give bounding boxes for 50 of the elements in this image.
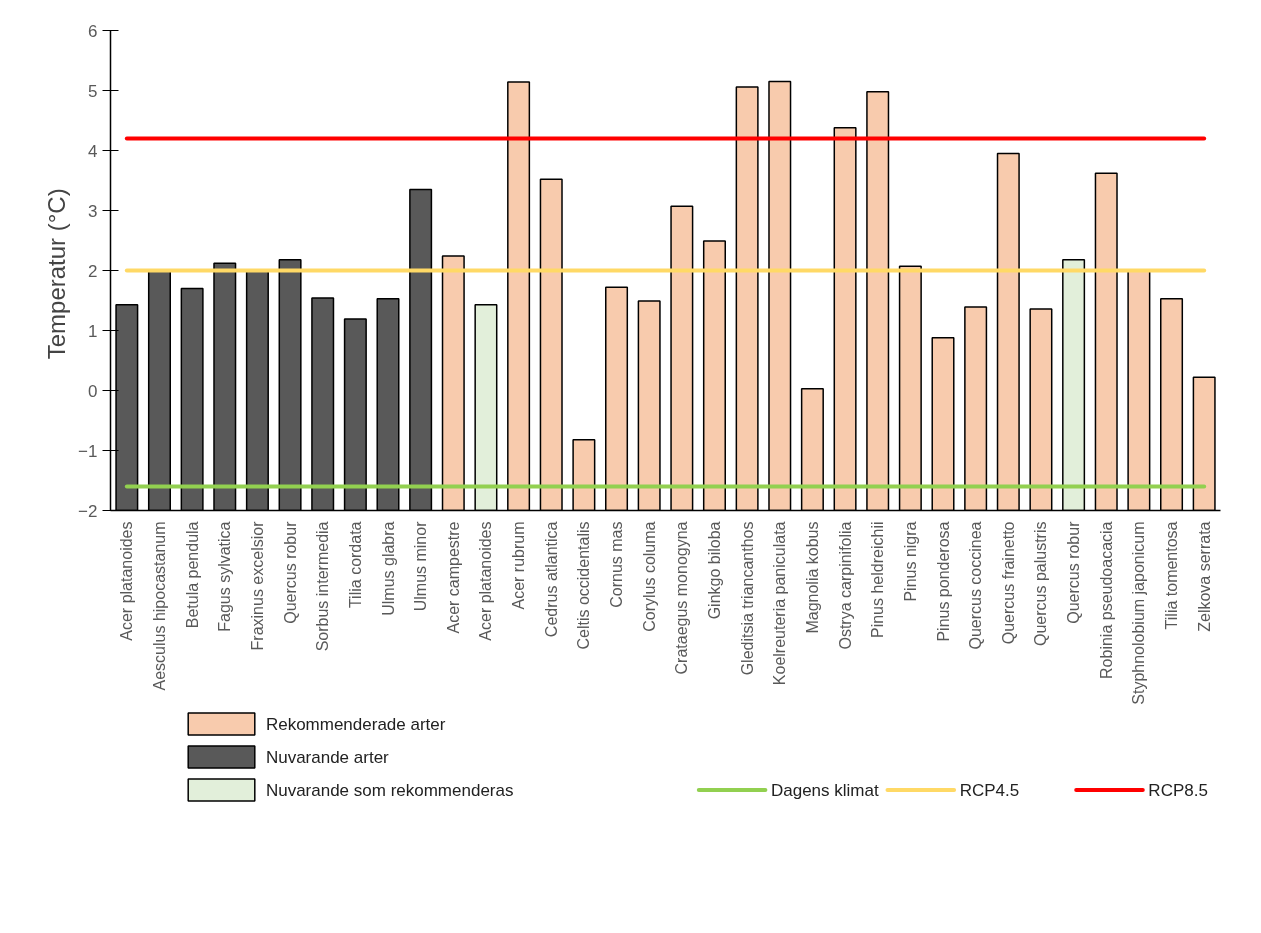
y-tick-label: 6 xyxy=(88,21,98,41)
x-tick-label: Ulmus glabra xyxy=(379,521,397,616)
x-tick-label: Tilia cordata xyxy=(346,521,364,609)
x-tick-label: Pinus nigra xyxy=(901,521,919,602)
legend-label: Nuvarande arter xyxy=(265,747,390,767)
x-tick-label: Celtis occidentalis xyxy=(575,521,593,650)
legend-label: Nuvarande som rekommenderas xyxy=(265,780,514,800)
x-tick-label: Gleditsia triancanthos xyxy=(738,521,756,676)
x-tick-label: Cornus mas xyxy=(608,521,626,608)
y-tick-label: −1 xyxy=(78,441,98,461)
legend-label: Dagens klimat xyxy=(770,780,879,800)
y-tick-label: 5 xyxy=(88,81,98,101)
x-tick-label: Quercus frainetto xyxy=(999,521,1017,645)
y-tick-label: 1 xyxy=(88,321,98,341)
x-tick-label: Koelreuteria paniculata xyxy=(771,521,789,686)
x-tick-label: Styphnolobium japonicum xyxy=(1130,521,1148,705)
x-tick-label: Ostrya carpinifolia xyxy=(836,521,854,650)
x-tick-label: Crataegus monogyna xyxy=(673,521,691,675)
y-tick-label: 2 xyxy=(88,261,98,281)
x-tick-label: Ginkgo biloba xyxy=(705,521,723,620)
x-tick-label: Tilia tomentosa xyxy=(1163,521,1181,630)
x-tick-label: Sorbus intermedia xyxy=(314,521,332,652)
x-tick-label: Pinus ponderosa xyxy=(934,521,952,642)
x-tick-label: Acer campestre xyxy=(444,521,462,634)
y-tick-label: 0 xyxy=(88,381,98,401)
x-tick-label: Pinus heldreichii xyxy=(869,521,887,639)
x-tick-label: Acer rubrum xyxy=(510,521,528,610)
legend-label: Rekommenderade arter xyxy=(265,714,446,734)
x-tick-label: Quercus robur xyxy=(281,520,299,624)
x-tick-label: Cedrus atlantica xyxy=(542,521,560,638)
legend-label: RCP4.5 xyxy=(959,780,1020,800)
x-tick-label: Aesculus hipocastanum xyxy=(150,521,168,691)
x-tick-label: Corylus columa xyxy=(640,521,658,632)
y-tick-label: −2 xyxy=(78,501,98,521)
x-tick-label: Robinia pseudoacacia xyxy=(1097,521,1115,679)
y-tick-label: 3 xyxy=(88,201,98,221)
y-tick-label: 4 xyxy=(88,141,98,161)
x-tick-label: Quercus coccinea xyxy=(967,521,985,650)
x-tick-label: Magnolia kobus xyxy=(803,521,821,634)
x-tick-label: Fagus sylvatica xyxy=(216,521,234,632)
x-tick-label: Betula pendula xyxy=(183,521,201,629)
x-tick-label: Acer platanoides xyxy=(118,521,136,641)
x-tick-label: Ulmus minor xyxy=(412,520,430,612)
x-tick-label: Quercus robur xyxy=(1065,520,1083,624)
x-tick-label: Acer platanoides xyxy=(477,521,495,641)
x-tick-label: Zelkova serrata xyxy=(1195,521,1213,632)
legend-label: RCP8.5 xyxy=(1148,780,1208,800)
y-axis-title: Temperatur (°C) xyxy=(43,188,71,360)
x-tick-label: Quercus palustris xyxy=(1032,521,1050,646)
x-tick-label: Fraxinus excelsior xyxy=(248,520,266,651)
